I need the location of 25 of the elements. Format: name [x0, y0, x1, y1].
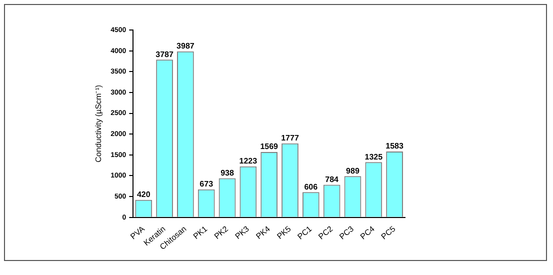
x-tick-label: PK5 [275, 224, 294, 241]
x-tick-label: PC1 [296, 224, 314, 242]
x-tick-label: PK1 [192, 224, 210, 241]
data-label: 1777 [281, 134, 300, 143]
data-label: 938 [220, 168, 234, 178]
data-label: 3987 [176, 42, 195, 51]
x-tick-label: PK3 [234, 224, 252, 241]
x-tick-label: PC2 [316, 224, 335, 242]
data-label: 606 [304, 182, 318, 192]
x-tick-label: PC3 [338, 224, 356, 242]
x-tick-label: PVA [128, 224, 147, 242]
x-tick-label: PK2 [212, 224, 230, 241]
data-label: 673 [200, 180, 214, 189]
x-tick-label: PC4 [358, 224, 377, 242]
x-tick-label: PK4 [254, 224, 272, 241]
data-label: 1325 [364, 152, 384, 162]
data-label: 1223 [239, 156, 258, 166]
data-label: 3787 [156, 50, 174, 59]
data-label: 784 [325, 174, 340, 184]
data-label: 420 [136, 190, 151, 200]
data-label: 989 [346, 166, 360, 176]
data-label: 1583 [386, 142, 404, 151]
x-tick-label: PC5 [380, 224, 398, 242]
data-label: 1569 [260, 142, 279, 152]
y-axis-title: Conductivity (µScm⁻¹) [94, 84, 104, 162]
